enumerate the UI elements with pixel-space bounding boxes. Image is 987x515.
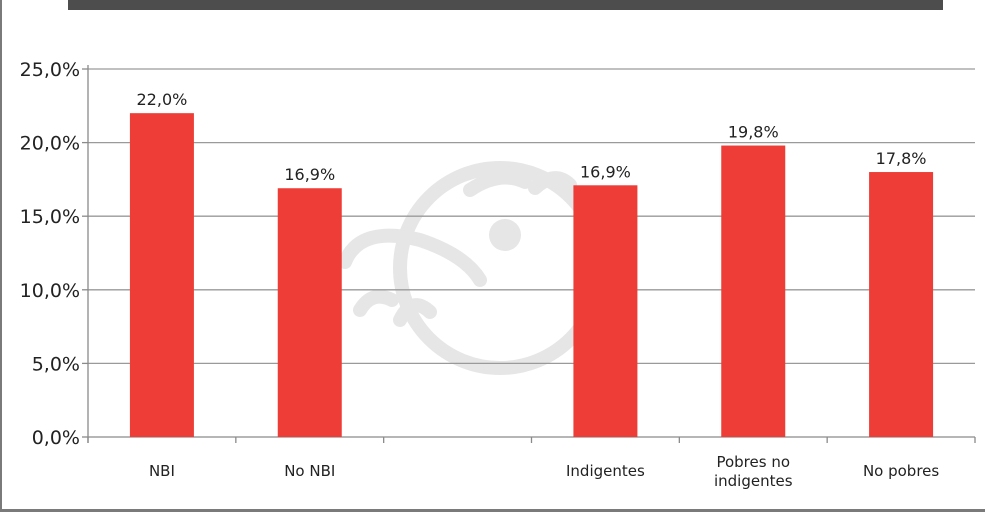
x-category-label: No NBI <box>284 462 335 480</box>
data-label: 19,8% <box>728 123 779 142</box>
x-category-label: No pobres <box>863 462 939 480</box>
header-banner <box>68 0 943 10</box>
bar <box>721 145 786 437</box>
data-label: 16,9% <box>580 162 631 181</box>
axes <box>82 65 976 443</box>
y-tick-labels: 0,0% 5,0% 10,0% 15,0% 20,0% 25,0% <box>20 59 80 449</box>
watermark-logo <box>338 161 607 375</box>
y-tick-label: 15,0% <box>20 206 80 228</box>
y-tick-label: 10,0% <box>20 280 80 302</box>
grid-lines <box>88 68 975 365</box>
data-labels: 22,0% 16,9% 16,9% 19,8% 17,8% <box>137 90 927 184</box>
data-label: 16,9% <box>284 165 335 184</box>
x-category-label: NBI <box>149 462 175 480</box>
x-category-label: Pobres no indigentes <box>714 453 793 490</box>
data-label: 22,0% <box>137 90 188 109</box>
y-tick-label: 25,0% <box>20 59 80 81</box>
x-category-labels: NBI No NBI Indigentes Pobres no indigentes No… <box>149 453 939 490</box>
y-tick-label: 20,0% <box>20 133 80 155</box>
y-tick-label: 5,0% <box>32 353 80 375</box>
bar <box>573 185 638 437</box>
y-tick-label: 0,0% <box>32 427 80 449</box>
bar <box>129 113 194 437</box>
bar <box>277 188 342 437</box>
watermark-dot <box>489 219 521 251</box>
bars <box>129 113 934 438</box>
x-category-label: Indigentes <box>566 462 645 480</box>
data-label: 17,8% <box>876 149 927 168</box>
bar <box>869 172 934 438</box>
